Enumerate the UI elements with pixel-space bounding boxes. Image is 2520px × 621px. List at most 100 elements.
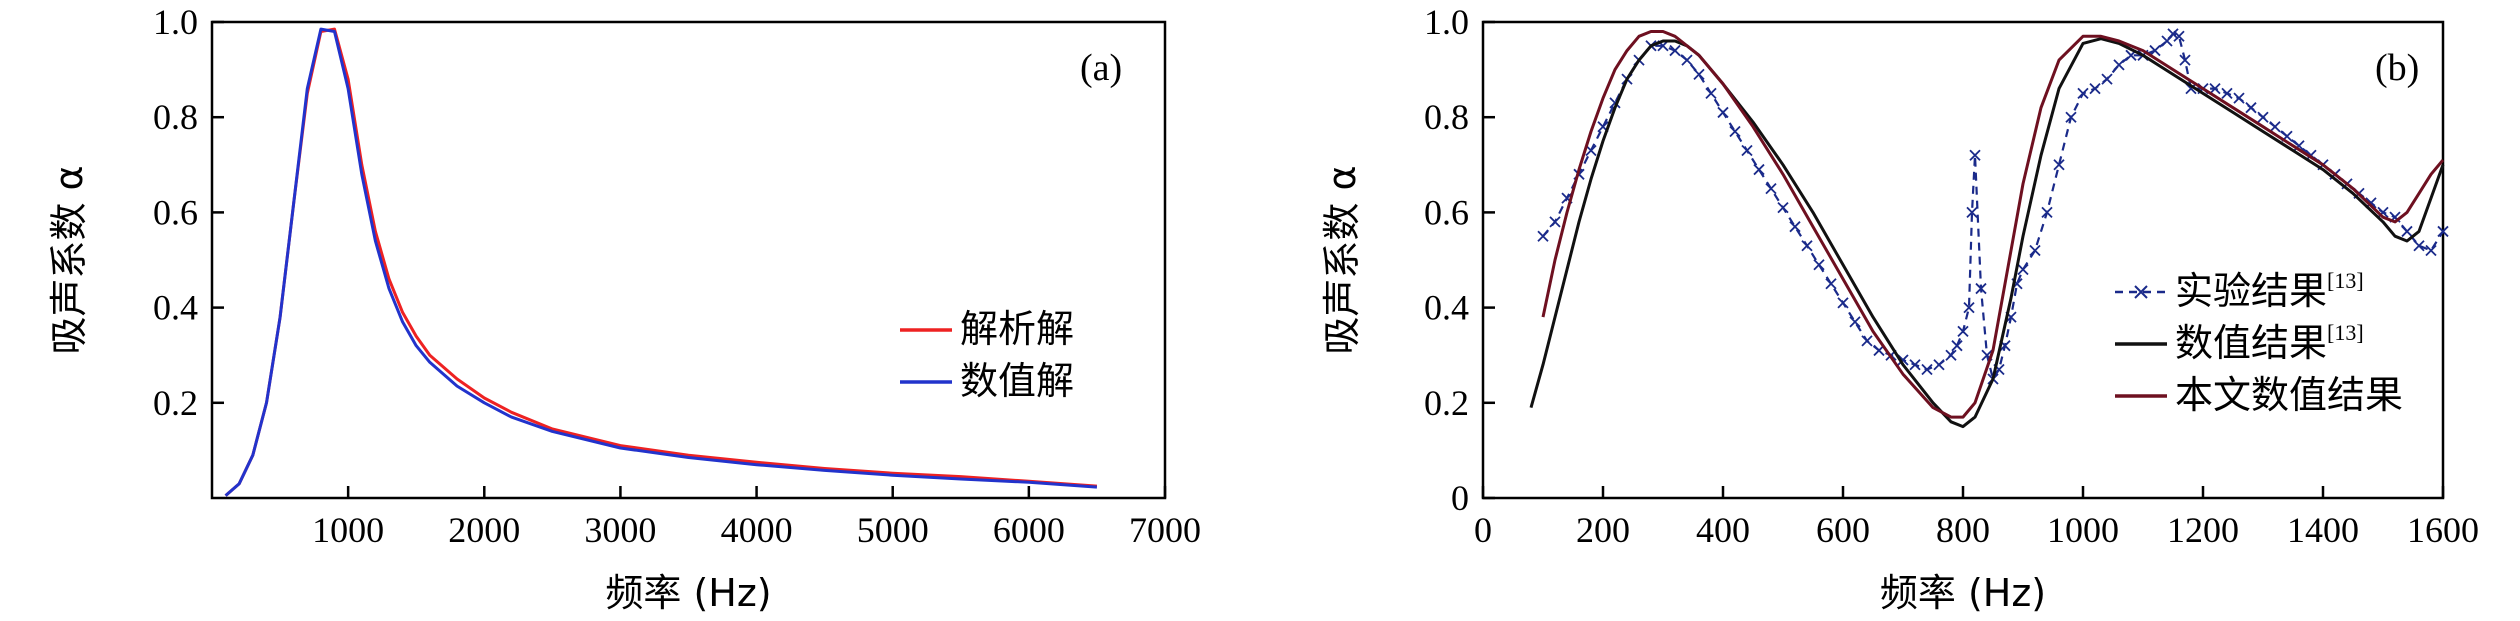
data-point-marker	[1693, 68, 1705, 80]
data-point-marker	[2401, 225, 2413, 238]
data-point-marker	[1765, 182, 1777, 195]
data-point-marker	[1966, 206, 1978, 219]
panel-label: (b)	[2375, 47, 2419, 89]
data-point-marker	[2041, 206, 2053, 219]
data-point-marker	[1585, 144, 1597, 157]
x-tick-label: 6000	[993, 510, 1065, 550]
x-tick-label: 1200	[2167, 510, 2239, 550]
data-point-marker	[1801, 240, 1813, 252]
data-point-marker	[1909, 359, 1921, 371]
y-tick-label: 1.0	[1424, 2, 1469, 42]
data-point-marker	[1933, 359, 1945, 371]
legend-label: 解析解	[960, 307, 1074, 351]
legend-label-superscript: [13]	[2327, 268, 2364, 293]
x-tick-label: 800	[1936, 510, 1990, 550]
legend-label: 数值结果[13]	[2175, 320, 2364, 365]
legend-marker	[2134, 285, 2148, 299]
data-point-marker	[1729, 125, 1741, 138]
data-point-marker	[2101, 73, 2113, 85]
data-point-marker	[2053, 159, 2065, 171]
data-point-marker	[1951, 340, 1963, 352]
y-tick-label: 1.0	[153, 2, 198, 42]
data-point-marker	[1825, 278, 1837, 290]
data-point-marker	[2167, 28, 2179, 40]
x-tick-label: 1000	[312, 510, 384, 550]
series-line	[224, 27, 1098, 497]
x-tick-label: 1000	[2047, 510, 2119, 550]
data-point-marker	[2089, 83, 2101, 95]
data-point-marker	[1705, 87, 1717, 100]
data-point-marker	[2149, 44, 2161, 57]
x-tick-label: 7000	[1129, 510, 1201, 550]
x-axis-title: 频率 (Hz)	[1880, 571, 2046, 615]
data-point-marker	[2269, 121, 2281, 133]
data-point-marker	[2173, 30, 2185, 42]
x-tick-label: 3000	[584, 510, 656, 550]
data-point-marker	[2209, 83, 2221, 95]
data-point-marker	[2179, 54, 2191, 66]
data-point-marker	[1717, 106, 1729, 119]
y-axis-title: 吸声系数 α	[47, 165, 91, 354]
y-tick-label: 0.4	[1424, 288, 1469, 328]
data-point-marker	[2113, 59, 2125, 71]
x-tick-label: 4000	[721, 510, 793, 550]
data-point-marker	[1975, 282, 1987, 295]
data-point-marker	[2017, 263, 2029, 276]
series-line	[224, 27, 1098, 497]
series-line	[1529, 37, 2445, 429]
x-axis-title: 频率 (Hz)	[605, 571, 771, 615]
series-line	[1541, 30, 2445, 419]
y-tick-label: 0.8	[1424, 97, 1469, 137]
y-tick-label: 0.2	[1424, 383, 1469, 423]
data-point-marker	[2413, 240, 2425, 252]
y-tick-label: 0	[1451, 478, 1469, 518]
chart-panel-a: 1000 2000 3000 4000 5000 6000 7000 0.2 0.4 0.6 0.8…	[47, 2, 1201, 615]
data-point-marker	[1969, 149, 1981, 161]
data-point-marker	[2221, 87, 2233, 100]
data-point-marker	[2065, 111, 2077, 123]
chart-panel-b: 0 200 400 600 800 1000 1200 1400 1600 0 0.2 0.4 0.6 0…	[1320, 2, 2479, 615]
legend-label: 本文数值结果	[2175, 373, 2403, 417]
data-point-marker	[1849, 316, 1861, 328]
data-point-marker	[1549, 216, 1561, 228]
data-point-marker	[2245, 102, 2257, 114]
y-tick-label: 0.6	[153, 192, 198, 232]
data-point-marker	[1921, 363, 1933, 376]
data-point-marker	[2029, 244, 2041, 257]
data-point-marker	[1837, 297, 1849, 309]
data-point-marker	[1945, 349, 1957, 361]
data-point-marker	[2233, 92, 2245, 104]
y-tick-label: 0.4	[153, 288, 198, 328]
y-tick-label: 0.2	[153, 383, 198, 423]
x-tick-label: 2000	[448, 510, 520, 550]
x-tick-label: 600	[1816, 510, 1870, 550]
data-point-marker	[2077, 87, 2089, 100]
panel-label: (a)	[1080, 47, 1122, 89]
data-point-marker	[2257, 111, 2269, 123]
data-point-marker	[1669, 44, 1681, 57]
y-tick-label: 0.6	[1424, 192, 1469, 232]
x-tick-label: 5000	[857, 510, 929, 550]
data-point-marker	[1861, 335, 1873, 347]
data-point-marker	[1741, 144, 1753, 157]
legend-label: 数值解	[960, 359, 1074, 403]
x-tick-label: 0	[1474, 510, 1492, 550]
legend-label-superscript: [13]	[2327, 320, 2364, 345]
legend-label: 实验结果[13]	[2175, 268, 2364, 313]
y-tick-label: 0.8	[153, 97, 198, 137]
data-point-marker	[1813, 259, 1825, 271]
data-point-marker	[1681, 54, 1693, 66]
data-point-marker	[1957, 325, 1969, 338]
x-tick-label: 200	[1576, 510, 1630, 550]
data-point-marker	[1753, 163, 1765, 176]
plot-frame	[210, 20, 1167, 500]
data-point-marker	[1777, 202, 1789, 214]
data-point-marker	[2425, 244, 2437, 257]
data-point-marker	[2437, 225, 2449, 238]
data-point-marker	[1537, 230, 1549, 242]
data-point-marker	[1963, 301, 1975, 314]
data-point-marker	[1789, 221, 1801, 233]
y-axis-title: 吸声系数 α	[1320, 165, 1364, 354]
x-tick-label: 1400	[2287, 510, 2359, 550]
